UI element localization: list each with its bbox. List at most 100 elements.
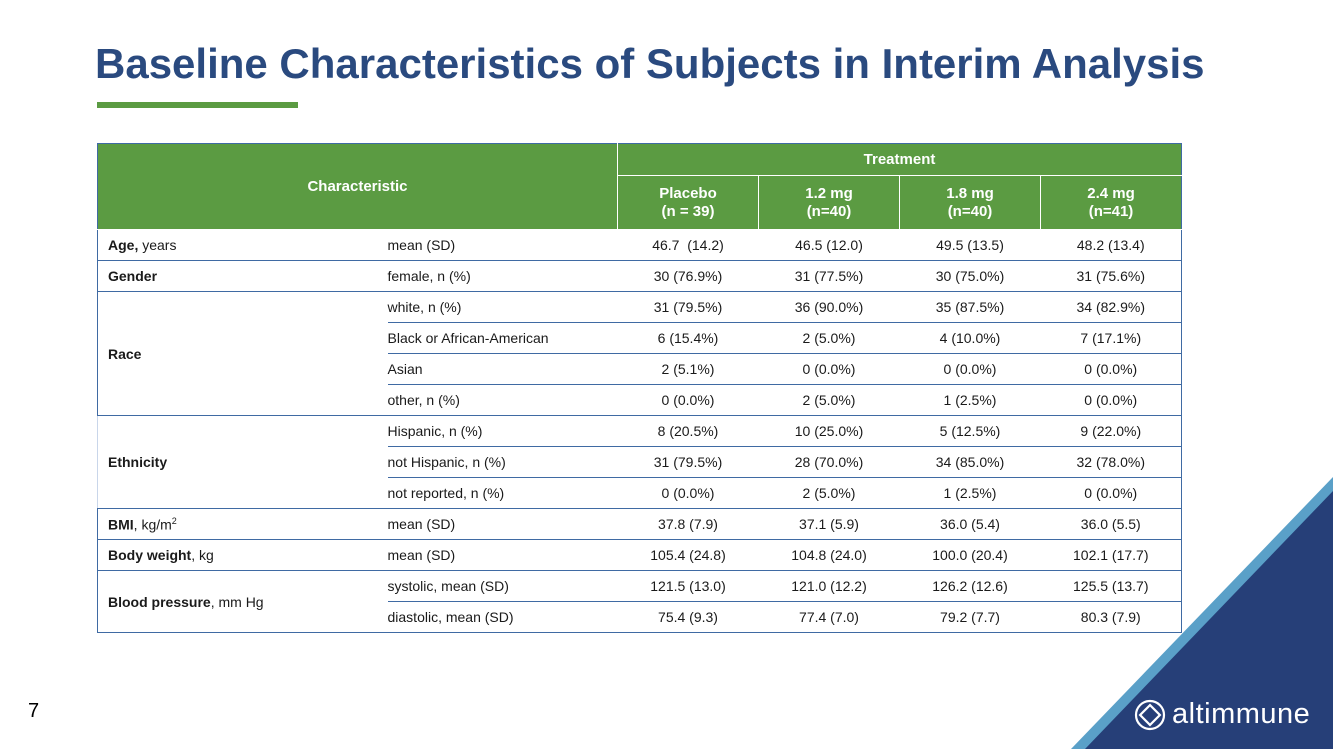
value-cell: 46.5 (12.0): [758, 229, 900, 261]
value-cell: 1 (2.5%): [899, 477, 1041, 509]
table-row-gender: Gender female, n (%) 30 (76.9%) 31 (77.5…: [97, 260, 1183, 292]
value-cell: 79.2 (7.7): [899, 601, 1041, 633]
table-row-body-weight: Body weight, kg mean (SD) 105.4 (24.8) 1…: [97, 539, 1183, 571]
stat-label: female, n (%): [387, 260, 618, 292]
value-cell: 2 (5.0%): [758, 477, 900, 509]
value-cell: 77.4 (7.0): [758, 601, 900, 633]
characteristic-gender: Gender: [97, 260, 388, 292]
page-title: Baseline Characteristics of Subjects in …: [95, 40, 1205, 87]
value-cell: 2 (5.0%): [758, 322, 900, 354]
value-cell: 1 (2.5%): [899, 384, 1041, 416]
value-cell: 126.2 (12.6): [899, 570, 1041, 602]
stat-label: systolic, mean (SD): [387, 570, 618, 602]
value-cell: 46.7 (14.2): [617, 229, 759, 261]
value-cell: 6 (15.4%): [617, 322, 759, 354]
value-cell: 9 (22.0%): [1040, 415, 1183, 447]
value-cell: 0 (0.0%): [617, 477, 759, 509]
title-underline: [97, 102, 298, 108]
stat-label: mean (SD): [387, 508, 618, 540]
value-cell: 5 (12.5%): [899, 415, 1041, 447]
arm-name: Placebo: [659, 184, 717, 202]
corner-decoration: [1071, 477, 1333, 749]
value-cell: 31 (79.5%): [617, 291, 759, 323]
value-cell: 0 (0.0%): [758, 353, 900, 385]
table-row-blood-pressure: Blood pressure, mm Hg systolic, mean (SD…: [97, 570, 1183, 633]
table-row-blood-pressure: diastolic, mean (SD) 75.4 (9.3) 77.4 (7.…: [98, 601, 1183, 633]
corner-triangle-dark: [1085, 491, 1333, 749]
value-cell: 121.5 (13.0): [617, 570, 759, 602]
value-cell: 49.5 (13.5): [899, 229, 1041, 261]
baseline-table-container: Characteristic Treatment Placebo (n = 39)…: [97, 143, 1183, 633]
arm-n: (n = 39): [661, 202, 715, 220]
treatment-header: Treatment: [616, 143, 1183, 176]
value-cell: 75.4 (9.3): [617, 601, 759, 633]
stat-label: diastolic, mean (SD): [387, 601, 618, 633]
value-cell: 34 (85.0%): [899, 446, 1041, 478]
value-cell: 35 (87.5%): [899, 291, 1041, 323]
arm-header-2-4mg: 2.4 mg (n=41): [1039, 175, 1183, 230]
arm-n: (n=40): [947, 202, 993, 220]
arm-header-1-2mg: 1.2 mg (n=40): [758, 175, 900, 230]
header-row-2: Placebo (n = 39) 1.2 mg (n=40) 1.8 mg (n=40…: [98, 175, 1183, 230]
value-cell: 105.4 (24.8): [617, 539, 759, 571]
value-cell: 48.2 (13.4): [1040, 229, 1183, 261]
value-cell: 34 (82.9%): [1040, 291, 1183, 323]
value-cell: 31 (79.5%): [617, 446, 759, 478]
characteristic-blood-pressure: Blood pressure, mm Hg: [97, 570, 388, 633]
value-cell: 37.1 (5.9): [758, 508, 900, 540]
value-cell: 102.1 (17.7): [1040, 539, 1183, 571]
arm-n: (n=41): [1088, 202, 1134, 220]
altimmune-logo-icon: [1134, 699, 1166, 730]
characteristic-body-weight: Body weight, kg: [97, 539, 388, 571]
arm-name: 2.4 mg: [1087, 184, 1135, 202]
characteristic-race: Race: [97, 291, 388, 416]
characteristic-bmi: BMI, kg/m2: [97, 508, 388, 540]
value-cell: 4 (10.0%): [899, 322, 1041, 354]
value-cell: 0 (0.0%): [617, 384, 759, 416]
stat-label: mean (SD): [387, 229, 618, 261]
header-row-1: Characteristic Treatment: [97, 143, 1183, 230]
value-cell: 0 (0.0%): [1040, 477, 1183, 509]
stat-label: not reported, n (%): [387, 477, 618, 509]
value-cell: 10 (25.0%): [758, 415, 900, 447]
value-cell: 36.0 (5.5): [1040, 508, 1183, 540]
characteristic-header: Characteristic: [97, 143, 618, 230]
arm-name: 1.8 mg: [946, 184, 994, 202]
table-row-ethnicity: Ethnicity Hispanic, n (%) 8 (20.5%) 10 (…: [97, 415, 1183, 509]
stat-label: Black or African-American: [387, 322, 618, 354]
value-cell: 0 (0.0%): [1040, 384, 1183, 416]
arm-name: 1.2 mg: [805, 184, 853, 202]
value-cell: 37.8 (7.9): [617, 508, 759, 540]
stat-label: other, n (%): [387, 384, 618, 416]
value-cell: 100.0 (20.4): [899, 539, 1041, 571]
value-cell: 125.5 (13.7): [1040, 570, 1183, 602]
value-cell: 31 (75.6%): [1040, 260, 1183, 292]
baseline-characteristics-table: Characteristic Treatment Placebo (n = 39)…: [97, 143, 1183, 633]
characteristic-ethnicity: Ethnicity: [97, 415, 388, 509]
stat-label: mean (SD): [387, 539, 618, 571]
table-row-race: other, n (%) 0 (0.0%) 2 (5.0%) 1 (2.5%) …: [98, 384, 1183, 416]
value-cell: 2 (5.0%): [758, 384, 900, 416]
value-cell: 8 (20.5%): [617, 415, 759, 447]
value-cell: 36 (90.0%): [758, 291, 900, 323]
value-cell: 2 (5.1%): [617, 353, 759, 385]
value-cell: 104.8 (24.0): [758, 539, 900, 571]
value-cell: 121.0 (12.2): [758, 570, 900, 602]
characteristic-age: Age, years: [97, 229, 388, 261]
value-cell: 31 (77.5%): [758, 260, 900, 292]
value-cell: 7 (17.1%): [1040, 322, 1183, 354]
arm-n: (n=40): [806, 202, 852, 220]
stat-label: Asian: [387, 353, 618, 385]
arm-header-placebo: Placebo (n = 39): [617, 175, 759, 230]
brand-logo: altimmune: [1134, 698, 1310, 731]
brand-name: altimmune: [1172, 698, 1311, 730]
value-cell: 28 (70.0%): [758, 446, 900, 478]
table-row-ethnicity: not Hispanic, n (%) 31 (79.5%) 28 (70.0%…: [98, 446, 1183, 478]
stat-label: not Hispanic, n (%): [387, 446, 618, 478]
value-cell: 30 (75.0%): [899, 260, 1041, 292]
table-row-bmi: BMI, kg/m2 mean (SD) 37.8 (7.9) 37.1 (5.…: [97, 508, 1183, 540]
table-row-age: Age, years mean (SD) 46.7 (14.2) 46.5 (1…: [97, 229, 1183, 261]
value-cell: 0 (0.0%): [899, 353, 1041, 385]
table-row-race: Asian 2 (5.1%) 0 (0.0%) 0 (0.0%) 0 (0.0%…: [98, 353, 1183, 385]
stat-label: white, n (%): [387, 291, 618, 323]
